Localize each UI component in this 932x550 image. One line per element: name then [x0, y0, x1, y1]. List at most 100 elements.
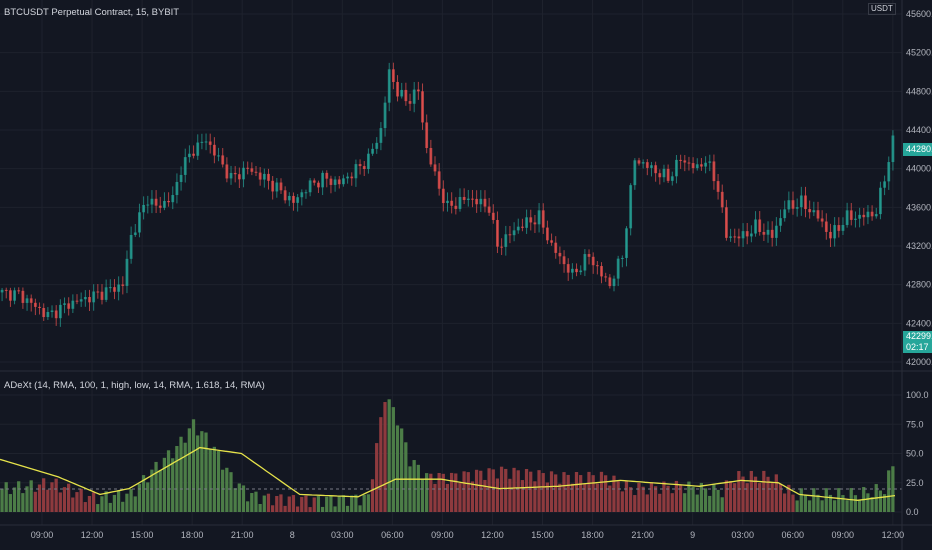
indicator-tick-label: 100.0: [906, 390, 929, 400]
candle: [58, 304, 62, 319]
candle: [883, 181, 886, 188]
histogram-bar: [649, 482, 654, 512]
histogram-bar: [162, 457, 167, 512]
candle: [679, 159, 683, 161]
candle: [695, 164, 699, 169]
histogram-bar: [516, 470, 520, 512]
histogram: [0, 399, 895, 512]
currency-label[interactable]: USDT: [868, 3, 896, 15]
histogram-bar: [720, 497, 724, 512]
histogram-bar: [212, 446, 216, 512]
candle: [275, 182, 279, 192]
candle: [375, 142, 379, 149]
histogram-bar: [370, 479, 375, 512]
histogram-bar: [58, 492, 62, 512]
histogram-bar: [21, 493, 25, 512]
price-tick-label: 45200.0: [906, 48, 932, 58]
candle: [125, 258, 129, 286]
histogram-bar: [179, 436, 183, 512]
candle: [329, 178, 333, 185]
candle: [212, 144, 216, 156]
candle: [849, 210, 853, 220]
candle: [229, 172, 233, 179]
histogram-bar: [158, 469, 162, 512]
candle: [691, 163, 695, 169]
time-tick-label: 15:00: [131, 530, 154, 540]
time-tick-label: 21:00: [231, 530, 254, 540]
candle: [342, 178, 345, 185]
histogram-bar: [641, 486, 645, 512]
histogram-bar: [816, 494, 820, 512]
candle: [412, 89, 416, 104]
candle: [529, 217, 533, 223]
histogram-bar: [574, 471, 579, 512]
histogram-bar: [604, 475, 608, 512]
histogram-bar: [462, 471, 466, 512]
histogram-bar: [204, 432, 208, 512]
histogram-bar: [437, 473, 441, 512]
candle: [508, 234, 512, 236]
price-tick-label: 42400.0: [906, 318, 932, 328]
candle: [237, 174, 241, 180]
candle: [9, 290, 12, 301]
time-tick-label: 8: [290, 530, 295, 540]
histogram-bar: [878, 490, 883, 512]
time-tick-label: 18:00: [181, 530, 204, 540]
candle: [675, 159, 678, 177]
candle: [612, 278, 616, 287]
candle: [466, 198, 470, 200]
histogram-bar: [549, 471, 554, 512]
histogram-bar: [354, 494, 358, 512]
time-tick-label: 06:00: [381, 530, 404, 540]
candle: [558, 252, 562, 257]
candle: [783, 209, 787, 219]
histogram-bar: [395, 425, 400, 512]
candle: [300, 192, 304, 198]
histogram-bar: [96, 504, 100, 512]
histogram-bar: [749, 470, 753, 512]
candle: [770, 229, 774, 238]
candle: [433, 164, 437, 172]
candle: [683, 160, 687, 163]
histogram-bar: [566, 474, 570, 512]
histogram-bar: [504, 468, 508, 512]
time-tick-label: 09:00: [431, 530, 454, 540]
candle: [641, 162, 645, 164]
histogram-bar: [445, 483, 450, 512]
candle: [541, 210, 545, 228]
histogram-bar: [312, 497, 316, 512]
candle: [396, 81, 399, 97]
histogram-bar: [275, 496, 279, 512]
histogram-bar: [270, 505, 275, 512]
candle: [188, 153, 191, 158]
candle: [158, 205, 162, 208]
histogram-bar: [171, 458, 175, 512]
candle: [833, 225, 837, 239]
histogram-bar: [479, 470, 483, 512]
candle: [662, 168, 666, 178]
candle: [779, 218, 782, 226]
time-axis[interactable]: 09:00 12:00 15:00 18:00 21:00 8 03:00 06:00 09:0…: [31, 530, 904, 540]
candle: [546, 227, 549, 241]
candle: [333, 179, 337, 185]
candle: [242, 167, 245, 180]
candle: [362, 166, 366, 170]
histogram-bar: [62, 487, 67, 512]
candle: [163, 200, 166, 208]
histogram-bar: [425, 473, 429, 512]
candle: [296, 197, 300, 203]
candle: [233, 172, 237, 175]
candle: [38, 306, 41, 309]
histogram-bar: [579, 475, 583, 512]
candles: [0, 62, 895, 327]
candle: [171, 195, 175, 203]
histogram-bar: [791, 494, 795, 512]
histogram-bar: [820, 500, 824, 512]
candle: [350, 176, 354, 179]
candle: [42, 308, 46, 318]
price-axis[interactable]: 45600.0 45200.0 44800.0 44400.0 44000.0 43600…: [906, 9, 932, 517]
histogram-bar: [891, 466, 895, 512]
histogram-bar: [703, 488, 708, 512]
candle: [712, 161, 716, 182]
